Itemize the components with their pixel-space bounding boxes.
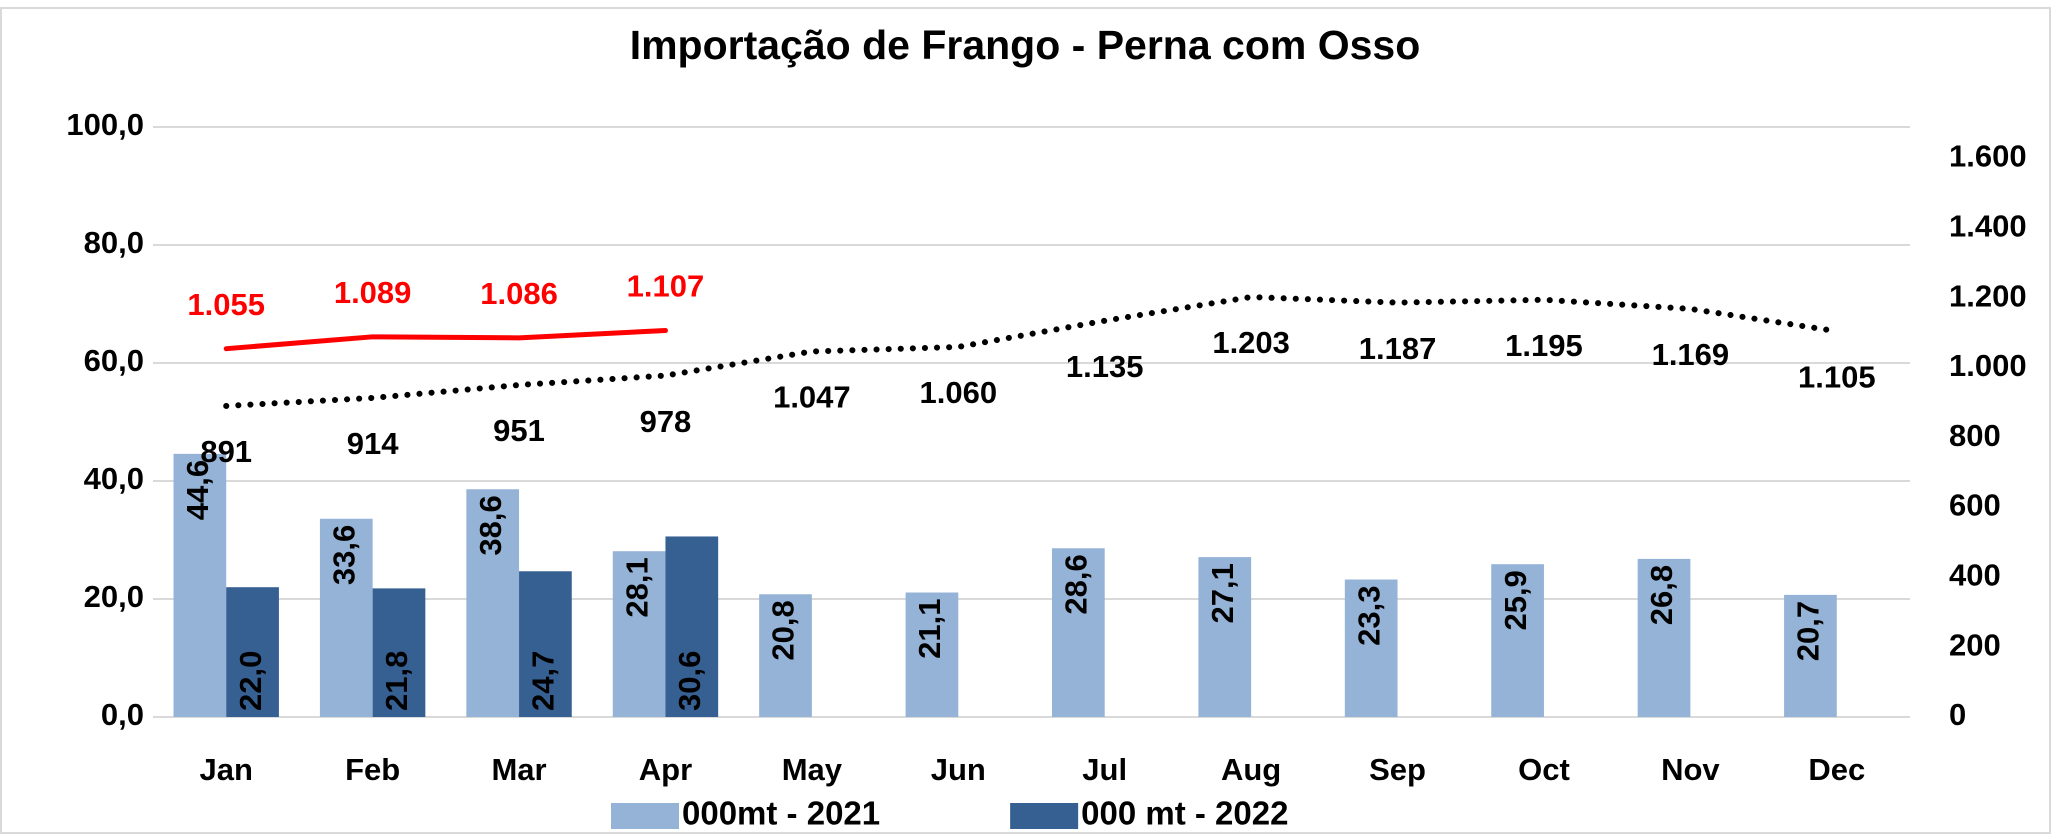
bar-value-label: 21,8 (379, 651, 414, 711)
bar-value-label: 23,3 (1351, 586, 1386, 646)
bar-value-label: 26,8 (1644, 565, 1679, 625)
legend-label: 000 mt - 2022 (1081, 795, 1288, 832)
line-value-label: 1.195 (1505, 328, 1583, 363)
bar (372, 588, 426, 717)
y2-tick-label: 1.400 (1949, 208, 2027, 243)
bar-value-label: 24,7 (526, 651, 561, 711)
bar (612, 551, 666, 717)
bar (519, 571, 572, 717)
y2-tick-label: 800 (1949, 418, 2001, 453)
x-tick-label: Apr (639, 752, 692, 787)
bar-value-label: 33,6 (326, 525, 361, 585)
bar (1344, 579, 1398, 717)
line-value-label: 1.055 (187, 287, 265, 322)
line-value-label: 914 (347, 426, 399, 461)
y-tick-label: 40,0 (84, 461, 144, 496)
bar (466, 489, 520, 717)
bar-value-label: 28,6 (1059, 554, 1094, 614)
chart-title: Importação de Frango - Perna com Osso (630, 22, 1421, 68)
x-tick-label: Jun (931, 752, 986, 787)
x-tick-label: Aug (1221, 752, 1281, 787)
x-tick-label: May (782, 752, 843, 787)
line-value-label: 1.169 (1652, 337, 1730, 372)
y2-tick-label: 0 (1949, 697, 1966, 732)
legend-swatch (611, 803, 679, 829)
line-value-label: 1.060 (920, 375, 998, 410)
line-value-label: 1.105 (1798, 359, 1876, 394)
y2-tick-label: 600 (1949, 488, 2001, 523)
line-value-label: 1.203 (1212, 325, 1290, 360)
x-tick-label: Jan (199, 752, 252, 787)
line-value-label: 1.135 (1066, 349, 1144, 384)
line-value-label: 951 (493, 413, 545, 448)
x-tick-label: Oct (1518, 752, 1570, 787)
bar-value-label: 20,8 (766, 600, 801, 660)
bar-value-label: 27,1 (1205, 563, 1240, 623)
y-tick-label: 80,0 (84, 225, 144, 260)
bar-value-label: 22,0 (233, 651, 268, 711)
bar (1784, 594, 1837, 717)
y-tick-label: 60,0 (84, 343, 144, 378)
bar (1198, 557, 1252, 717)
x-tick-label: Feb (345, 752, 400, 787)
y2-tick-label: 1.000 (1949, 348, 2027, 383)
line-value-label: 978 (640, 404, 692, 439)
bar-value-label: 20,7 (1791, 601, 1826, 661)
x-tick-label: Sep (1369, 752, 1426, 787)
bar (1491, 564, 1544, 717)
bar (905, 592, 959, 717)
y-tick-label: 20,0 (84, 579, 144, 614)
y2-tick-label: 1.600 (1949, 139, 2027, 174)
y2-tick-label: 1.200 (1949, 278, 2027, 313)
bar (319, 518, 373, 717)
line-value-label: 1.089 (334, 275, 412, 310)
line-value-label: 1.107 (627, 269, 705, 304)
x-tick-label: Dec (1808, 752, 1865, 787)
line (223, 328, 668, 352)
bar (759, 594, 812, 717)
legend-swatch (1010, 803, 1079, 829)
line (223, 294, 1840, 409)
bar-value-label: 38,6 (473, 495, 508, 555)
bar-value-label: 28,1 (619, 557, 654, 617)
bar (665, 536, 719, 717)
line-value-label: 1.187 (1359, 331, 1437, 366)
legend-label: 000mt - 2021 (682, 795, 880, 832)
bar-value-label: 25,9 (1498, 570, 1533, 630)
bar (226, 587, 279, 717)
x-tick-label: Mar (491, 752, 546, 787)
bar-value-label: 44,6 (180, 460, 215, 520)
chart-border (0, 7, 2051, 834)
bar-value-label: 30,6 (672, 651, 707, 711)
x-tick-label: Jul (1082, 752, 1127, 787)
bar (1637, 558, 1691, 717)
y2-tick-label: 400 (1949, 558, 2001, 593)
bar (173, 453, 227, 717)
bar (1051, 548, 1105, 717)
line-value-label: 1.086 (480, 276, 558, 311)
y-tick-label: 100,0 (66, 107, 144, 142)
y2-tick-label: 200 (1949, 627, 2001, 662)
bar-value-label: 21,1 (912, 599, 947, 659)
x-tick-label: Nov (1661, 752, 1720, 787)
y-tick-label: 0,0 (101, 697, 144, 732)
line-value-label: 1.047 (773, 380, 851, 415)
line-value-label: 891 (200, 434, 252, 469)
